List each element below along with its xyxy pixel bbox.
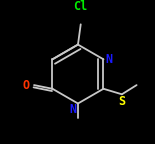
Text: Cl: Cl	[74, 0, 88, 13]
Text: S: S	[118, 95, 125, 108]
Text: O: O	[22, 79, 29, 92]
Text: N: N	[69, 103, 76, 116]
Text: N: N	[105, 53, 112, 66]
